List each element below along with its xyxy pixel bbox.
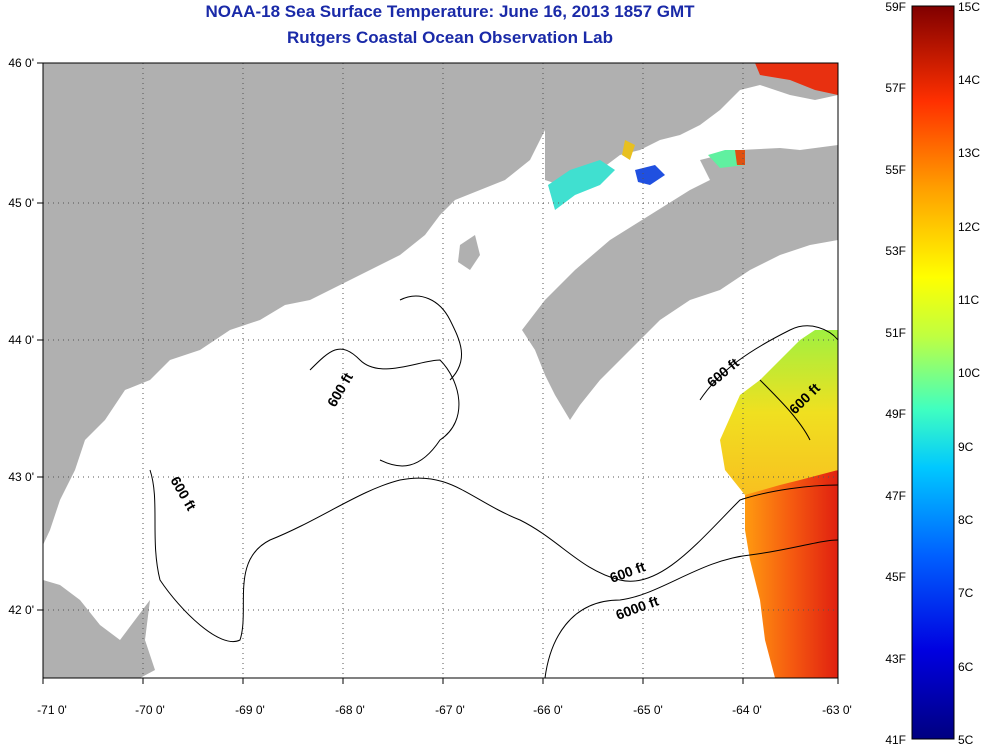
lon-label: -70 0'	[135, 703, 165, 717]
colorbar-c-label: 15C	[958, 0, 980, 14]
lat-label: 42 0'	[8, 603, 34, 617]
lat-label: 44 0'	[8, 333, 34, 347]
colorbar-f-label: 47F	[885, 489, 906, 503]
lon-label: -64 0'	[732, 703, 762, 717]
colorbar-fahrenheit-labels: 59F 57F 55F 53F 51F 49F 47F 45F 43F 41F	[885, 0, 906, 747]
colorbar-c-label: 11C	[958, 293, 979, 307]
colorbar-c-label: 13C	[958, 146, 980, 160]
colorbar-f-label: 59F	[885, 0, 906, 14]
lon-label: -65 0'	[633, 703, 663, 717]
colorbar-c-label: 6C	[958, 660, 974, 674]
land-new-england	[43, 63, 545, 545]
longitude-labels: -71 0' -70 0' -69 0' -68 0' -67 0' -66 0…	[37, 703, 852, 717]
land-island	[458, 235, 480, 270]
sst-warm-patch	[745, 470, 838, 678]
sst-yellow-patch	[720, 330, 838, 495]
colorbar-f-label: 51F	[885, 326, 906, 340]
lon-label: -66 0'	[533, 703, 563, 717]
axis-ticks	[37, 62, 839, 684]
colorbar-c-label: 9C	[958, 440, 974, 454]
colorbar-c-label: 12C	[958, 220, 980, 234]
land-massachusetts	[43, 580, 155, 678]
lat-label: 45 0'	[8, 196, 34, 210]
colorbar-celsius-labels: 15C 14C 13C 12C 11C 10C 9C 8C 7C 6C 5C	[958, 0, 980, 747]
latitude-labels: 46 0' 45 0' 44 0' 43 0' 42 0'	[8, 56, 34, 617]
lon-label: -67 0'	[435, 703, 465, 717]
colorbar-f-label: 55F	[885, 163, 906, 177]
land-nova-scotia	[522, 145, 838, 420]
colorbar-c-label: 8C	[958, 513, 974, 527]
sst-fundy-patch-2	[635, 165, 665, 185]
lon-label: -69 0'	[235, 703, 265, 717]
map-title: NOAA-18 Sea Surface Temperature: June 16…	[205, 2, 695, 21]
colorbar-f-label: 41F	[885, 733, 906, 747]
sst-fundy-patch-1	[548, 160, 615, 210]
colorbar	[911, 5, 955, 740]
lat-label: 43 0'	[8, 470, 34, 484]
lat-label: 46 0'	[8, 56, 34, 70]
land-new-brunswick	[545, 63, 838, 185]
colorbar-c-label: 5C	[958, 733, 974, 747]
lon-label: -71 0'	[37, 703, 67, 717]
sst-fundy-patch-3	[622, 140, 635, 160]
bathymetry-contours	[149, 295, 838, 678]
colorbar-c-label: 14C	[958, 73, 980, 87]
lon-label: -68 0'	[335, 703, 365, 717]
colorbar-f-label: 53F	[885, 244, 906, 258]
colorbar-f-label: 43F	[885, 652, 906, 666]
lon-label: -63 0'	[822, 703, 852, 717]
colorbar-f-label: 57F	[885, 81, 906, 95]
colorbar-c-label: 7C	[958, 586, 974, 600]
colorbar-c-label: 10C	[958, 366, 980, 380]
colorbar-f-label: 45F	[885, 570, 906, 584]
colorbar-f-label: 49F	[885, 407, 906, 421]
map-subtitle: Rutgers Coastal Ocean Observation Lab	[287, 28, 613, 47]
sst-top-right-patch	[755, 63, 838, 95]
